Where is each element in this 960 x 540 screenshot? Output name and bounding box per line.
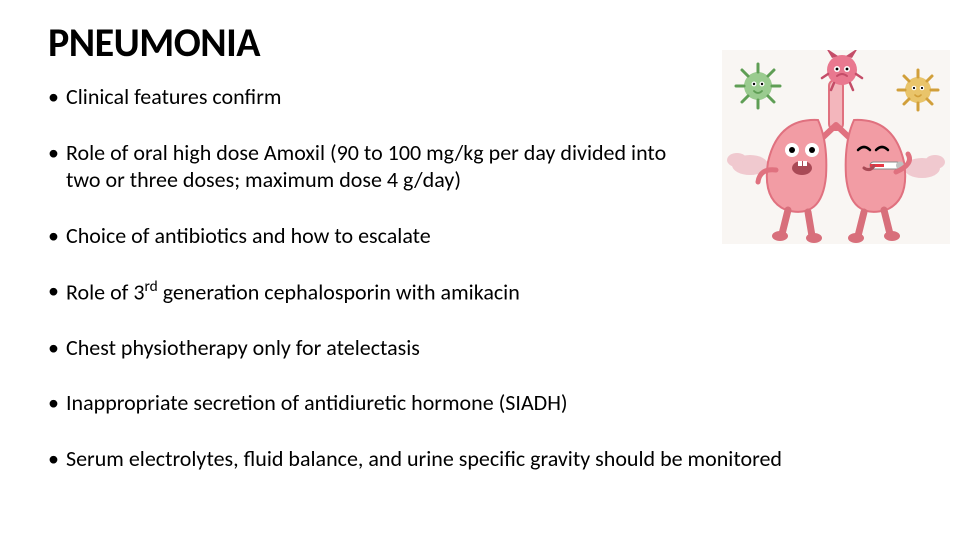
list-item: Role of oral high dose Amoxil (90 to 100…	[48, 139, 678, 194]
bullet-list: Clinical features confirm Role of oral h…	[48, 83, 678, 472]
list-item: Chest physiotherapy only for atelectasis	[48, 334, 678, 362]
list-item: Clinical features confirm	[48, 83, 678, 111]
list-item: Inappropriate secretion of antidiuretic …	[48, 389, 678, 417]
list-item: Serum electrolytes, fluid balance, and u…	[48, 445, 868, 473]
lungs-illustration-icon	[722, 50, 950, 244]
list-item: Role of 3rd generation cephalosporin wit…	[48, 277, 678, 306]
list-item: Choice of antibiotics and how to escalat…	[48, 222, 678, 250]
